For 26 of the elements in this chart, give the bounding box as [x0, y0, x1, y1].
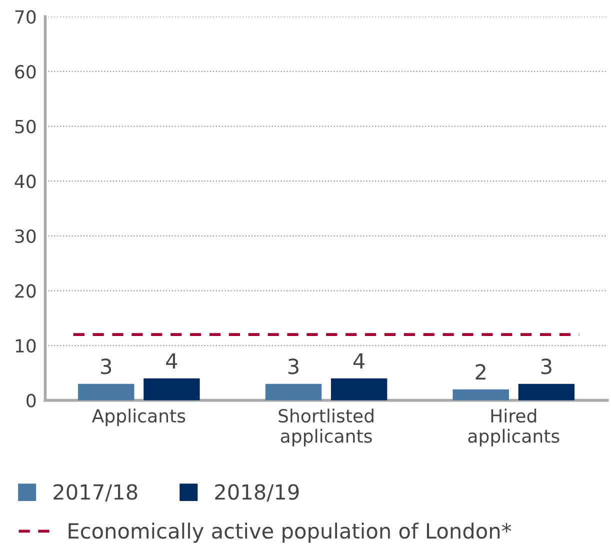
y-tick-label: 60	[15, 64, 36, 79]
x-tick-label: Shortlisted applicants	[278, 408, 374, 446]
y-tick-label: 40	[14, 174, 36, 188]
legend-label: Economically active population of London*	[68, 522, 512, 543]
data-label: 4	[166, 353, 178, 369]
bar	[452, 389, 509, 400]
data-label: 2	[476, 364, 486, 380]
data-label: 4	[353, 353, 365, 369]
bar	[518, 384, 575, 400]
data-label: 3	[288, 358, 298, 374]
x-tick-label: Hired applicants	[468, 408, 560, 446]
y-tick-label: 70	[15, 10, 36, 24]
bar	[330, 378, 388, 400]
y-tick-label: 50	[15, 120, 36, 134]
bar	[78, 384, 134, 400]
y-tick-label: 20	[15, 284, 36, 298]
x-tick-label: Applicants	[92, 408, 186, 426]
data-label: 3	[101, 358, 112, 374]
data-label: 3	[541, 358, 552, 374]
y-tick-label: 0	[26, 394, 36, 408]
y-tick-label: 30	[15, 229, 36, 244]
legend-label: 2018/19	[215, 484, 299, 502]
legend-label: 2017/18	[54, 484, 138, 502]
bar	[144, 378, 200, 400]
bar	[265, 384, 322, 400]
y-tick-label: 10	[16, 338, 36, 353]
